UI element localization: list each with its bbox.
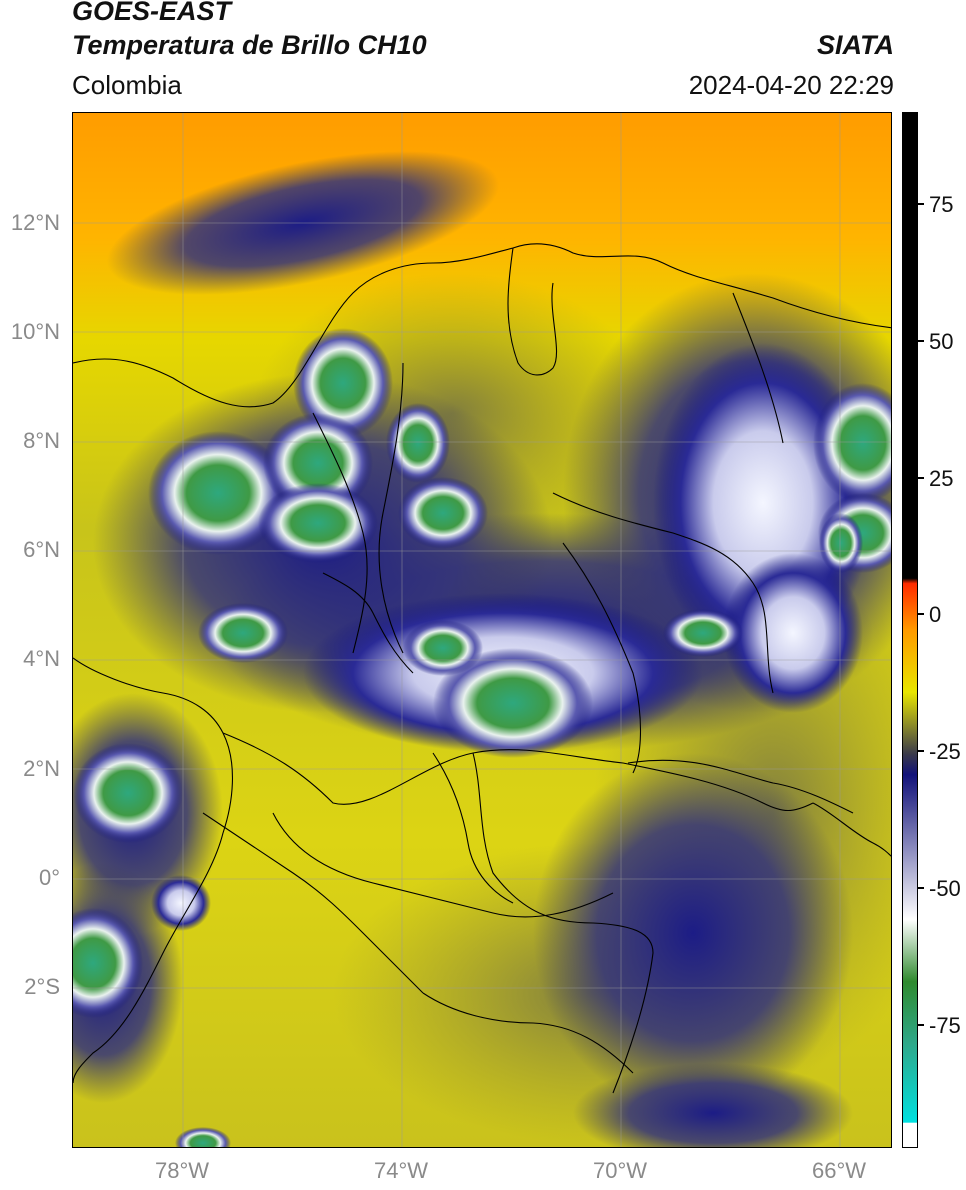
lon-label-66w: 66°W [811,1158,867,1183]
colorbar-tick [918,887,924,889]
colorbar-label-50: 50 [929,329,954,354]
colorbar-tick [918,613,924,615]
source-label: SIATA [817,30,894,60]
colorbar-label-minus75: -75 [929,1013,961,1038]
colorbar-label-minus25: -25 [929,739,961,764]
boundaries [73,243,891,1094]
colorbar-tick [918,477,924,479]
satellite-map[interactable] [72,112,892,1148]
colorbar-label-minus50: -50 [929,876,961,901]
satellite-title: GOES-EAST [72,0,232,26]
graticule [73,113,891,1147]
lat-label-0: 0° [38,865,60,890]
colorbar-tick [918,1024,924,1026]
lat-label-6n: 6°N [23,537,60,562]
colorbar-tick [918,203,924,205]
lon-label-74w: 74°W [373,1158,429,1183]
lat-label-2s: 2°S [24,974,60,999]
lat-label-2n: 2°N [23,756,60,781]
map-canvas [73,113,891,1147]
lat-label-8n: 8°N [23,428,60,453]
colorbar-tick [918,340,924,342]
colorbar-label-75: 75 [929,192,954,217]
lat-label-12n: 12°N [10,210,60,235]
colorbar-label-0: 0 [929,602,942,627]
timestamp-label: 2024-04-20 22:29 [688,70,894,100]
colorbar-tick [918,750,924,752]
temperature-colorbar [902,112,918,1148]
lon-label-78w: 78°W [154,1158,210,1183]
lon-label-70w: 70°W [592,1158,648,1183]
region-label: Colombia [72,70,182,100]
lat-label-4n: 4°N [23,646,60,671]
lat-label-10n: 10°N [10,319,60,344]
colorbar-label-25: 25 [929,466,954,491]
product-title: Temperatura de Brillo CH10 [72,30,427,60]
